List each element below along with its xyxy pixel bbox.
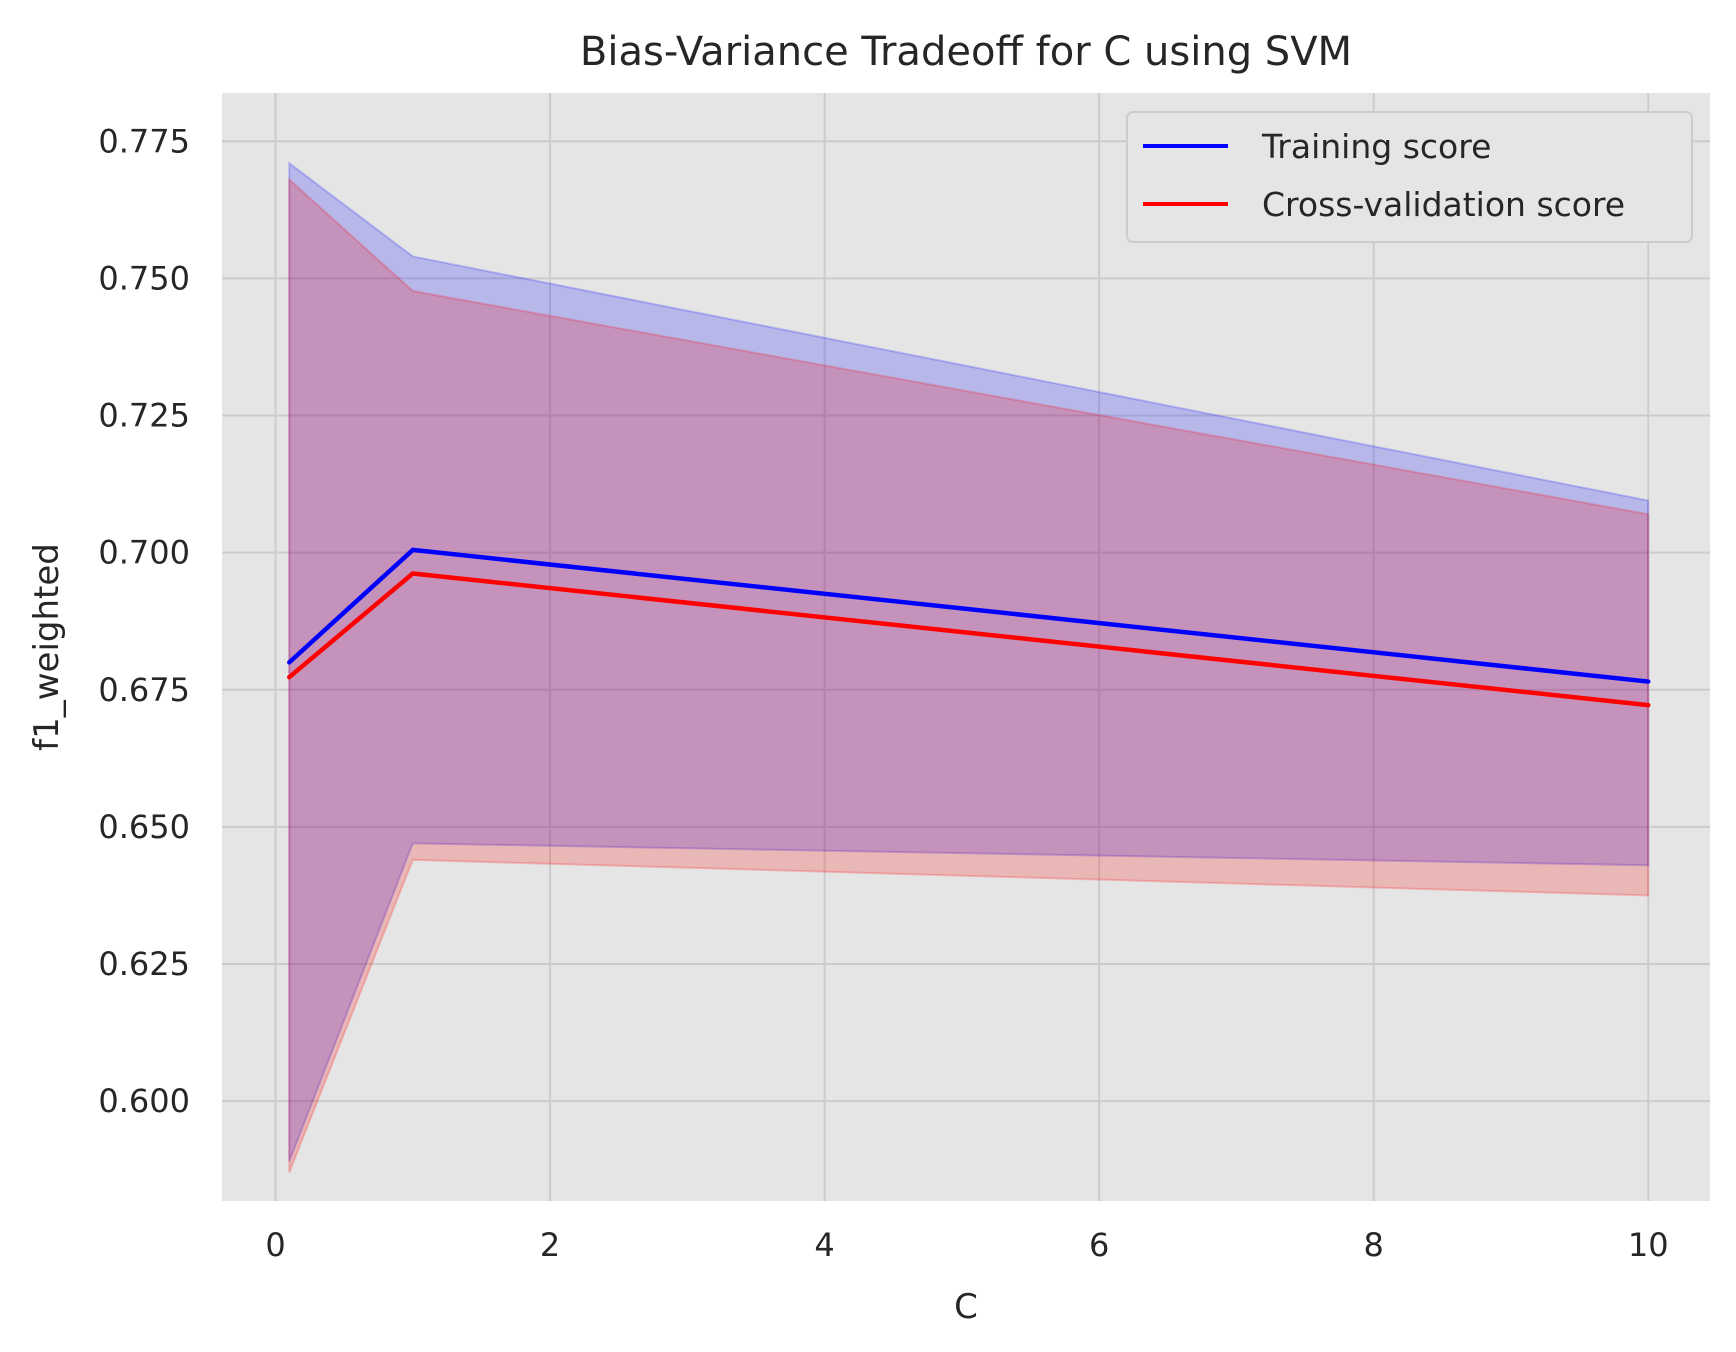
y-tick-label: 0.775 <box>98 122 190 160</box>
x-tick-label: 4 <box>814 1226 834 1264</box>
legend: Training score Cross-validation score <box>1126 111 1693 243</box>
chart-title: Bias-Variance Tradeoff for C using SVM <box>580 29 1352 75</box>
y-tick-label: 0.600 <box>98 1082 190 1120</box>
confidence-bands <box>288 161 1650 1173</box>
y-tick-label: 0.725 <box>98 397 190 435</box>
y-axis-label: f1_weighted <box>27 543 67 751</box>
legend-label-training: Training score <box>1261 127 1491 166</box>
grid <box>222 93 1710 1201</box>
training-score-band <box>288 161 1650 1162</box>
training-score-line <box>287 547 1651 684</box>
y-axis-ticks: 0.600 0.625 0.650 0.675 0.700 0.725 0.750 0.775 <box>98 122 190 1120</box>
y-tick-label: 0.750 <box>98 259 190 297</box>
x-axis-label: C <box>954 1287 978 1327</box>
x-axis-ticks: 0 2 4 6 8 10 <box>265 1226 1668 1264</box>
score-lines <box>287 547 1651 708</box>
x-tick-label: 10 <box>1628 1226 1669 1264</box>
x-tick-label: 8 <box>1364 1226 1384 1264</box>
x-tick-label: 2 <box>540 1226 560 1264</box>
y-tick-label: 0.675 <box>98 671 190 709</box>
y-tick-label: 0.650 <box>98 808 190 846</box>
y-tick-label: 0.700 <box>98 534 190 572</box>
legend-label-cv: Cross-validation score <box>1262 185 1625 224</box>
cv-score-band <box>288 177 1650 1173</box>
x-tick-label: 0 <box>265 1226 285 1264</box>
cv-score-line <box>287 571 1651 708</box>
x-tick-label: 6 <box>1089 1226 1109 1264</box>
legend-box <box>1126 111 1693 243</box>
y-tick-label: 0.625 <box>98 945 190 983</box>
